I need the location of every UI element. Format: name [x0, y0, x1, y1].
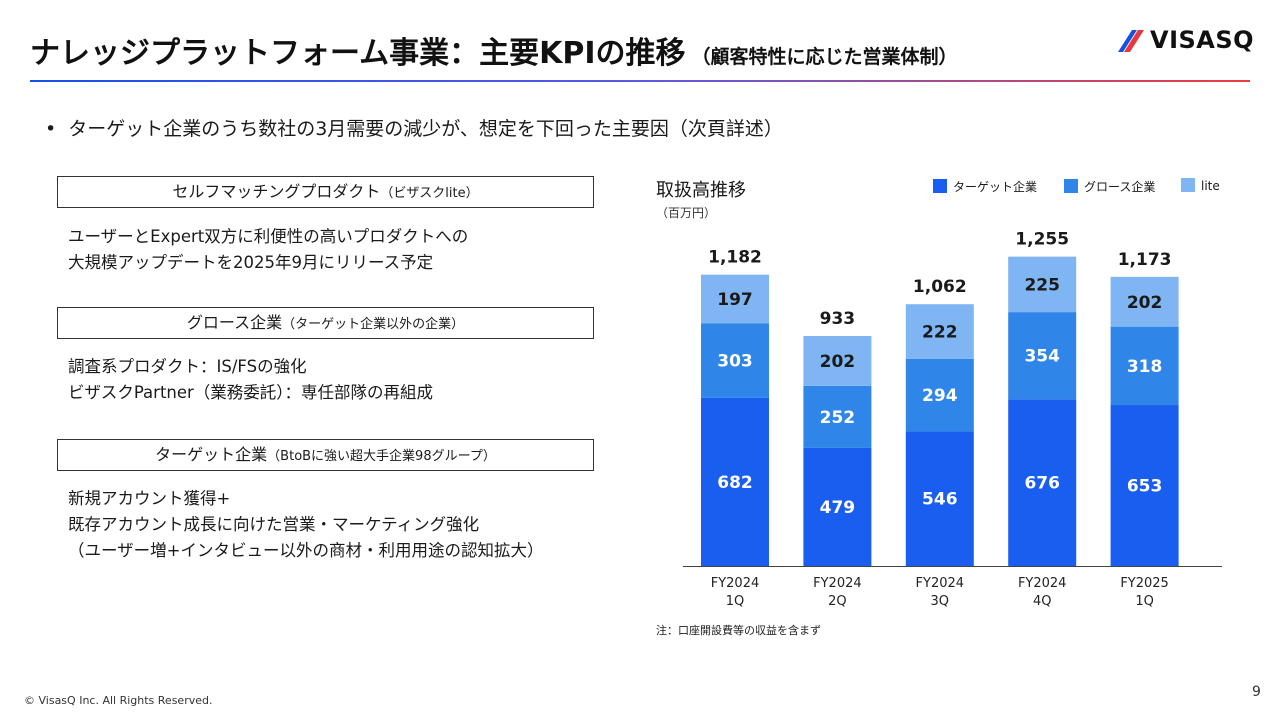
copyright: © VisasQ Inc. All Rights Reserved.: [24, 694, 213, 707]
x-tick-label: 4Q: [1033, 594, 1052, 609]
segment-body-lite: ユーザーとExpert双方に利便性の高いプロダクトへの 大規模アップデートを20…: [68, 224, 468, 276]
legend-label: ターゲット企業: [953, 180, 1038, 194]
bar-segment: [905, 304, 974, 359]
summary-bullet: • ターゲット企業のうち数社の3月需要の減少が、想定を下回った主要因（次頁詳述）: [45, 114, 783, 141]
bar-value-label: 318: [1127, 357, 1163, 377]
bar-segment: [803, 385, 872, 448]
x-tick-label: 1Q: [726, 594, 745, 609]
bar-value-label: 197: [717, 290, 753, 310]
bar-segment: [1110, 326, 1179, 406]
bar-value-label: 546: [922, 490, 958, 510]
visasq-logo: VISASQ: [1118, 26, 1258, 58]
segment-box-lite: セルフマッチングプロダクト（ビザスクlite）: [57, 176, 594, 208]
bar-segment: [701, 274, 769, 324]
segment-box-target: ターゲット企業（BtoBに強い超大手企業98グループ）: [57, 439, 594, 471]
page-title: ナレッジプラットフォーム事業：主要KPIの推移 （顧客特性に応じた営業体制）: [30, 28, 958, 72]
x-tick-label: FY2024: [916, 576, 965, 591]
x-tick-label: FY2025: [1120, 576, 1169, 591]
bar-total-label: 933: [820, 309, 856, 329]
segment-line: 調査系プロダクト：IS/FSの強化: [68, 357, 307, 376]
bar-segment: [701, 397, 769, 566]
segment-box-sub: （ビザスクlite）: [380, 186, 479, 201]
x-tick-label: 2Q: [828, 594, 847, 609]
bullet-dot-icon: •: [45, 118, 57, 140]
segment-body-growth: 調査系プロダクト：IS/FSの強化 ビザスクPartner（業務委託）：専任部隊…: [68, 354, 433, 406]
segment-body-target: 新規アカウント獲得+ 既存アカウント成長に向けた営業・マーケティング強化 （ユー…: [68, 486, 544, 564]
x-tick-label: 1Q: [1135, 594, 1154, 609]
x-tick-label: FY2024: [1018, 576, 1067, 591]
legend-swatch: [1064, 179, 1078, 193]
legend-item-target: ターゲット企業: [933, 178, 1037, 195]
legend-label: グロース企業: [1084, 180, 1156, 194]
segment-box-main: ターゲット企業: [155, 445, 268, 464]
x-tick-label: FY2024: [813, 576, 862, 591]
bar-value-label: 225: [1024, 275, 1060, 295]
summary-text: ターゲット企業のうち数社の3月需要の減少が、想定を下回った主要因（次頁詳述）: [68, 118, 783, 140]
x-tick-label: FY2024: [711, 576, 760, 591]
chart-title: 取扱高推移: [656, 180, 746, 201]
bar-value-label: 354: [1024, 347, 1060, 367]
bar-total-label: 1,255: [1015, 230, 1069, 250]
segment-line: 大規模アップデートを2025年9月にリリース予定: [68, 253, 434, 272]
segment-line: 既存アカウント成長に向けた営業・マーケティング強化: [68, 515, 480, 534]
segment-line: （ユーザー増+インタビュー以外の商材・利用用途の認知拡大）: [68, 541, 544, 560]
chart-note: 注：口座開設費等の収益を含まず: [656, 624, 821, 637]
bar-segment: [1110, 276, 1179, 327]
bar-segment: [803, 336, 872, 386]
segment-box-main: セルフマッチングプロダクト: [172, 182, 381, 201]
page-subtitle: （顧客特性に応じた営業体制）: [691, 46, 958, 68]
segment-box-sub: （BtoBに強い超大手企業98グループ）: [267, 449, 496, 464]
bar-value-label: 222: [922, 323, 958, 343]
logo-slash-icon: [1118, 30, 1144, 52]
legend-item-growth: グロース企業: [1064, 178, 1155, 195]
segment-line: ユーザーとExpert双方に利便性の高いプロダクトへの: [68, 227, 469, 246]
x-tick-label: 3Q: [931, 594, 950, 609]
bar-total-label: 1,062: [913, 277, 967, 297]
legend-swatch: [1181, 178, 1195, 192]
bar-value-label: 479: [820, 498, 856, 518]
bar-segment: [905, 358, 974, 432]
bar-value-label: 676: [1024, 474, 1060, 494]
bar-value-label: 252: [820, 408, 856, 428]
bar-value-label: 294: [922, 386, 958, 406]
bar-value-label: 682: [717, 473, 753, 493]
segment-box-sub: （ターゲット企業以外の企業）: [282, 317, 465, 332]
legend-label: lite: [1201, 179, 1220, 193]
bar-segment: [905, 431, 974, 566]
legend-item-lite: lite: [1181, 178, 1220, 193]
bar-value-label: 202: [1127, 293, 1163, 313]
bar-segment: [1008, 399, 1077, 566]
bar-segment: [803, 447, 872, 566]
page-title-main: ナレッジプラットフォーム事業：主要KPIの推移: [30, 36, 686, 71]
logo-text: VISASQ: [1150, 26, 1255, 54]
segment-line: 新規アカウント獲得+: [68, 489, 231, 508]
bar-total-label: 1,173: [1118, 250, 1172, 270]
bar-value-label: 303: [717, 352, 753, 372]
bar-value-label: 202: [820, 352, 856, 372]
segment-box-growth: グロース企業（ターゲット企業以外の企業）: [57, 307, 594, 339]
bar-segment: [1110, 405, 1179, 566]
chart-unit: （百万円）: [656, 206, 717, 220]
page-number: 9: [1252, 684, 1261, 700]
legend-swatch: [933, 179, 947, 193]
segment-box-main: グロース企業: [186, 313, 283, 332]
segment-line: ビザスクPartner（業務委託）：専任部隊の再組成: [68, 383, 434, 402]
bar-segment: [1008, 312, 1077, 400]
title-divider: [30, 80, 1250, 82]
bar-segment: [701, 323, 769, 398]
bar-segment: [1008, 256, 1077, 313]
bar-value-label: 653: [1127, 477, 1163, 497]
bar-total-label: 1,182: [708, 248, 762, 268]
